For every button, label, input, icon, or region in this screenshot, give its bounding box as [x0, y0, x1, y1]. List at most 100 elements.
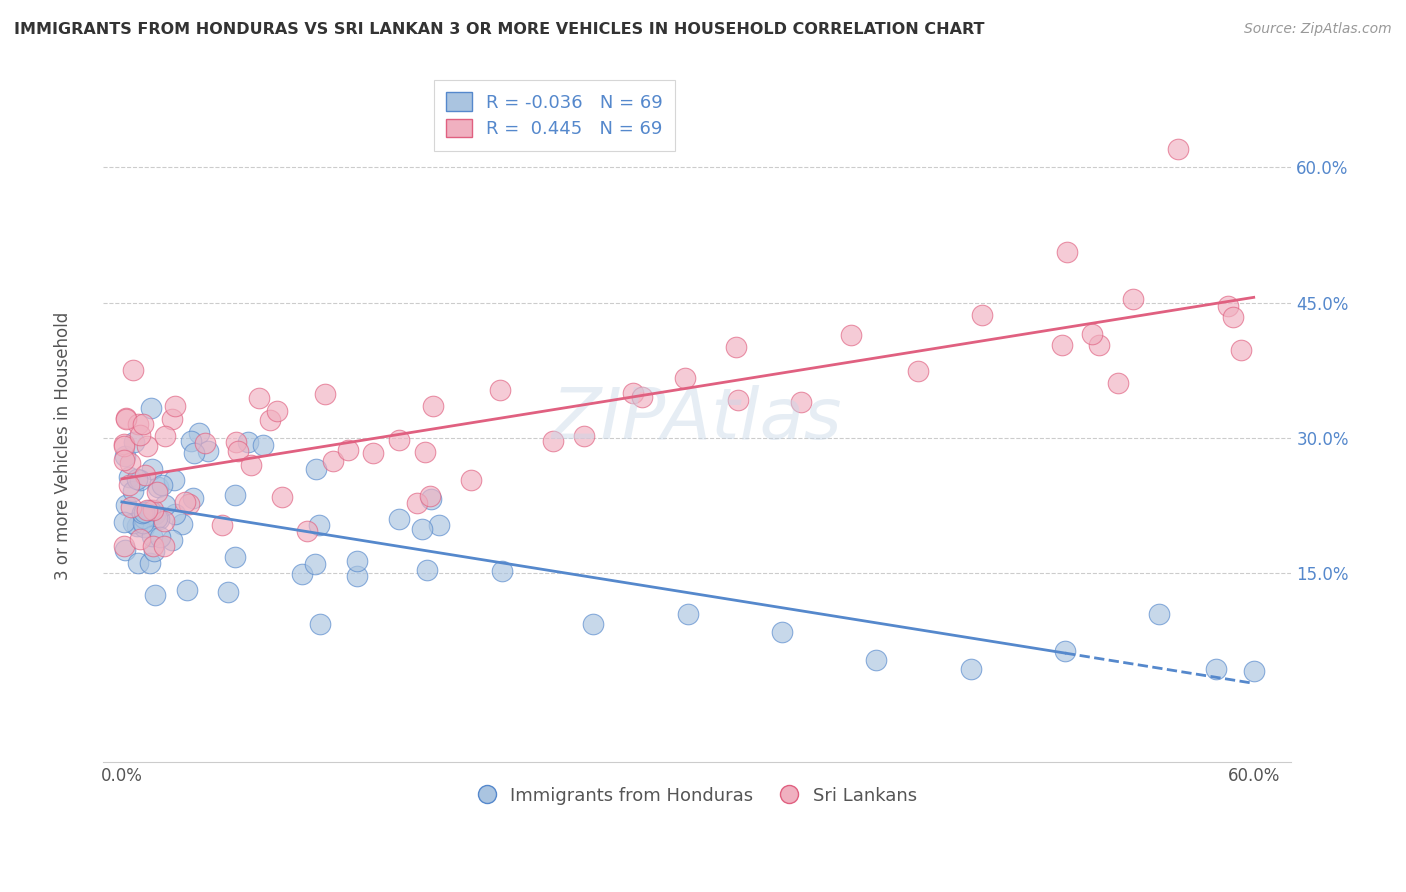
Point [259, 412, 281, 426]
Point [136, 503, 159, 517]
Point [153, 498, 176, 512]
Point [134, 520, 156, 534]
Point [141, 539, 163, 553]
Point [163, 473, 186, 487]
Point [346, 569, 368, 583]
Point [132, 505, 155, 519]
Point [142, 544, 165, 558]
Point [132, 417, 155, 431]
Point [211, 517, 233, 532]
Point [217, 585, 239, 599]
Point [149, 530, 172, 544]
Point [112, 516, 135, 530]
Point [143, 507, 166, 521]
Point [621, 386, 644, 401]
Point [841, 328, 863, 343]
Point [388, 434, 411, 448]
Point [305, 461, 328, 475]
Point [676, 607, 699, 621]
Point [1205, 661, 1227, 675]
Point [1050, 338, 1073, 352]
Point [174, 494, 197, 508]
Point [114, 449, 136, 463]
Point [146, 511, 169, 525]
Point [132, 511, 155, 525]
Point [114, 411, 136, 425]
Point [114, 498, 136, 512]
Point [1167, 143, 1189, 157]
Point [413, 445, 436, 459]
Point [419, 489, 441, 503]
Text: Source: ZipAtlas.com: Source: ZipAtlas.com [1244, 22, 1392, 37]
Point [1056, 245, 1078, 260]
Point [673, 371, 696, 385]
Point [122, 363, 145, 377]
Point [247, 391, 270, 405]
Point [141, 462, 163, 476]
Point [388, 512, 411, 526]
Point [572, 429, 595, 443]
Point [153, 514, 176, 528]
Point [112, 439, 135, 453]
Text: 3 or more Vehicles in Household: 3 or more Vehicles in Household [55, 312, 72, 580]
Point [224, 488, 246, 502]
Point [118, 478, 141, 492]
Point [225, 435, 247, 450]
Point [122, 434, 145, 449]
Point [1088, 338, 1111, 352]
Point [308, 517, 330, 532]
Point [252, 438, 274, 452]
Point [176, 582, 198, 597]
Point [162, 412, 184, 426]
Point [152, 539, 174, 553]
Point [136, 439, 159, 453]
Point [148, 512, 170, 526]
Point [148, 480, 170, 494]
Point [117, 469, 139, 483]
Text: IMMIGRANTS FROM HONDURAS VS SRI LANKAN 3 OR MORE VEHICLES IN HOUSEHOLD CORRELATI: IMMIGRANTS FROM HONDURAS VS SRI LANKAN 3… [14, 22, 984, 37]
Point [266, 404, 288, 418]
Point [131, 506, 153, 520]
Point [112, 437, 135, 451]
Point [1230, 343, 1253, 357]
Point [295, 524, 318, 538]
Point [770, 625, 793, 640]
Point [172, 516, 194, 531]
Point [197, 444, 219, 458]
Point [790, 395, 813, 409]
Point [582, 616, 605, 631]
Point [228, 444, 250, 458]
Point [128, 473, 150, 487]
Point [725, 340, 748, 354]
Point [1080, 326, 1102, 341]
Text: ZIPAtlas: ZIPAtlas [553, 385, 842, 454]
Point [115, 412, 138, 426]
Point [1243, 664, 1265, 678]
Point [346, 554, 368, 568]
Point [405, 496, 427, 510]
Point [145, 485, 167, 500]
Point [138, 508, 160, 523]
Point [128, 532, 150, 546]
Point [422, 399, 444, 413]
Point [322, 454, 344, 468]
Point [139, 401, 162, 415]
Point [236, 435, 259, 450]
Point [127, 557, 149, 571]
Point [165, 507, 187, 521]
Point [361, 446, 384, 460]
Point [165, 399, 187, 413]
Point [972, 308, 994, 322]
Point [194, 435, 217, 450]
Point [139, 503, 162, 517]
Point [142, 502, 165, 516]
Point [180, 434, 202, 448]
Point [127, 472, 149, 486]
Point [114, 542, 136, 557]
Point [134, 467, 156, 482]
Legend: Immigrants from Honduras, Sri Lankans: Immigrants from Honduras, Sri Lankans [468, 778, 927, 814]
Point [630, 390, 652, 404]
Point [120, 500, 142, 514]
Point [183, 446, 205, 460]
Point [304, 557, 326, 571]
